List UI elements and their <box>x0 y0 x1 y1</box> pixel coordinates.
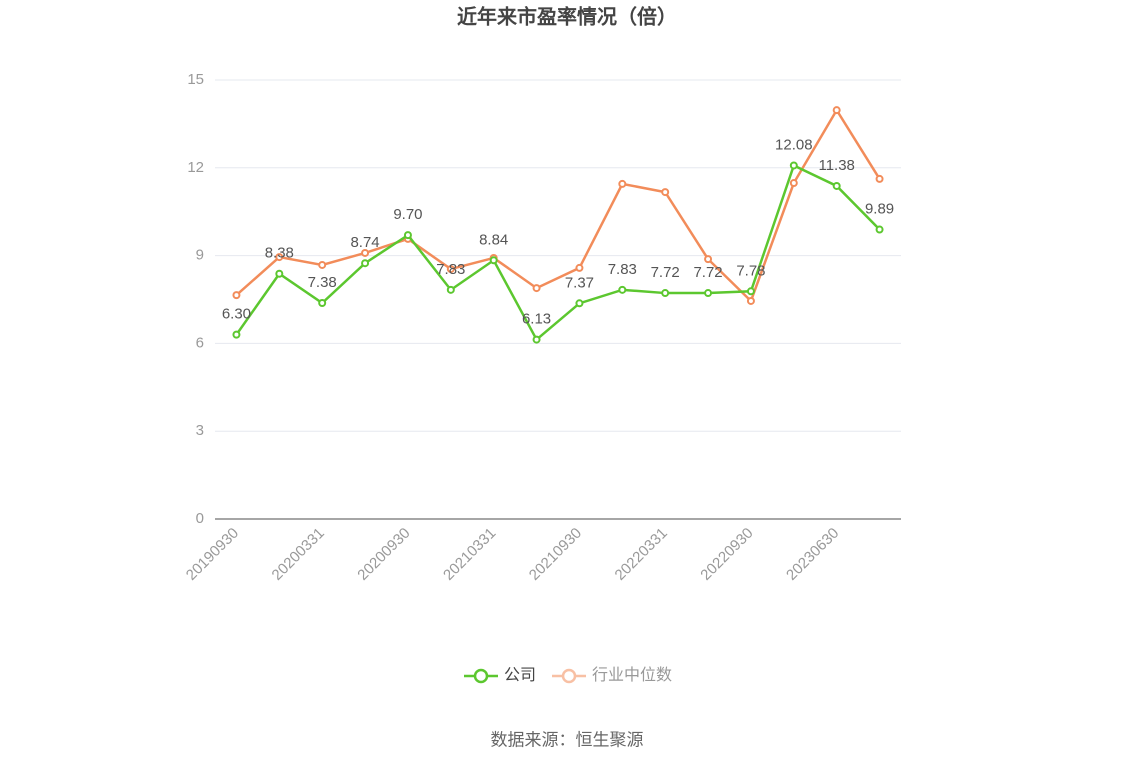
chart-title: 近年来市盈率情况（倍） <box>457 4 677 28</box>
legend-label: 行业中位数 <box>592 666 672 684</box>
data-label: 7.72 <box>651 264 680 281</box>
data-point <box>618 179 627 188</box>
data-point <box>446 265 455 274</box>
data-label: 6.13 <box>522 311 551 328</box>
x-tick-label: 20210331 <box>440 525 499 584</box>
data-point <box>532 284 541 293</box>
data-point <box>832 181 841 190</box>
y-tick-label: 9 <box>196 247 204 264</box>
data-point <box>661 289 670 298</box>
data-label: 7.38 <box>308 274 337 291</box>
data-label: 8.84 <box>479 231 508 248</box>
series-line <box>235 163 881 342</box>
data-point <box>746 287 755 296</box>
data-label: 9.70 <box>393 206 422 223</box>
data-point <box>532 335 541 344</box>
data-label: 12.08 <box>775 136 813 153</box>
data-point <box>318 299 327 308</box>
x-tick-label: 20220331 <box>612 525 671 584</box>
data-point <box>318 260 327 269</box>
data-point <box>704 289 713 298</box>
y-tick-label: 15 <box>187 71 204 88</box>
y-tick-label: 12 <box>187 159 204 176</box>
data-point <box>832 106 841 115</box>
data-label: 7.78 <box>736 262 765 279</box>
x-tick-label: 20230630 <box>783 525 842 584</box>
data-point <box>789 161 798 170</box>
data-point <box>746 296 755 305</box>
data-point <box>618 285 627 294</box>
data-point <box>575 299 584 308</box>
data-point <box>232 291 241 300</box>
data-label: 7.37 <box>565 274 594 291</box>
data-point <box>661 188 670 197</box>
data-label: 7.72 <box>693 264 722 281</box>
legend-marker <box>561 668 577 684</box>
legend-marker <box>473 668 489 684</box>
data-point <box>704 255 713 264</box>
y-tick-label: 6 <box>196 334 204 351</box>
legend-label: 公司 <box>504 667 536 684</box>
x-tick-label: 20210930 <box>526 525 585 584</box>
data-point <box>275 253 284 262</box>
data-point <box>875 174 884 183</box>
y-tick-label: 3 <box>196 422 204 439</box>
data-label: 11.38 <box>818 157 854 174</box>
data-point <box>361 259 370 268</box>
y-tick-label: 0 <box>196 510 204 527</box>
x-tick-label: 20220930 <box>697 525 756 584</box>
data-label: 9.89 <box>865 201 894 218</box>
data-point <box>275 269 284 278</box>
data-label: 8.74 <box>350 234 379 251</box>
data-label: 7.83 <box>608 261 637 278</box>
data-label: 6.30 <box>222 306 251 323</box>
data-point <box>575 263 584 272</box>
data-label: 7.83 <box>436 261 465 278</box>
data-point <box>403 231 412 240</box>
data-point <box>446 285 455 294</box>
x-tick-label: 20200930 <box>354 525 413 584</box>
data-label: 8.38 <box>265 245 294 262</box>
series-line <box>235 107 881 304</box>
data-point <box>361 248 370 257</box>
x-tick-label: 20190930 <box>183 525 242 584</box>
data-point <box>489 256 498 265</box>
x-tick-label: 20200331 <box>269 525 328 584</box>
data-point <box>875 225 884 234</box>
data-point <box>232 330 241 339</box>
source-note: 数据来源：恒生聚源 <box>491 730 644 749</box>
data-point <box>789 179 798 188</box>
